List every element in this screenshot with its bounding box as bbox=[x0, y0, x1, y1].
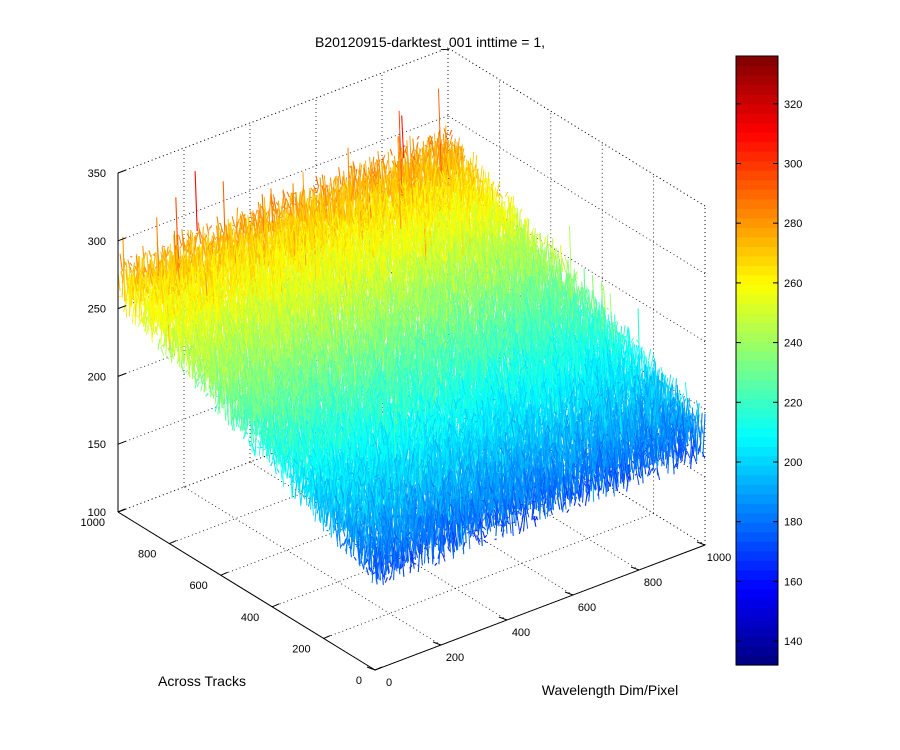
surface-segment bbox=[375, 180, 379, 192]
surface-segment bbox=[157, 338, 161, 350]
surface-segment bbox=[317, 200, 321, 205]
surface-segment bbox=[157, 261, 161, 266]
surface-segment bbox=[315, 175, 319, 186]
surface bbox=[117, 88, 706, 585]
surface-segment bbox=[271, 216, 276, 230]
surface-segment bbox=[163, 247, 167, 279]
surface-segment bbox=[119, 253, 123, 271]
surface-segment bbox=[389, 148, 393, 156]
surface-segment bbox=[228, 223, 232, 257]
surface-segment bbox=[363, 167, 367, 177]
surface-segment bbox=[286, 191, 290, 198]
surface-segment bbox=[401, 115, 405, 159]
floor-grid-y-400 bbox=[272, 481, 603, 608]
surface-segment bbox=[427, 151, 431, 158]
surface-segment bbox=[210, 250, 214, 254]
surface-segment bbox=[183, 244, 187, 252]
surface-segment bbox=[129, 262, 133, 267]
surface-segment bbox=[185, 370, 189, 373]
surface-segment bbox=[338, 167, 342, 185]
surface-segment bbox=[519, 208, 523, 213]
wall-grid-back-z-300 bbox=[117, 115, 449, 242]
surface-segment bbox=[242, 221, 246, 235]
surface-segment bbox=[282, 191, 286, 214]
surface-segment bbox=[195, 231, 199, 240]
surface-segment bbox=[416, 135, 420, 140]
surface-segment bbox=[241, 214, 245, 243]
surface-segment bbox=[196, 381, 200, 387]
surface-segment bbox=[294, 203, 297, 206]
surface-segment bbox=[372, 175, 376, 186]
surface-segment bbox=[218, 228, 222, 243]
surface-segment bbox=[261, 194, 265, 238]
surface-segment bbox=[220, 223, 224, 233]
surface-segment bbox=[278, 211, 282, 218]
surface-segment bbox=[218, 222, 222, 225]
surface-segment bbox=[239, 221, 243, 230]
surface-segment bbox=[300, 201, 304, 208]
floor-grid-y-200 bbox=[323, 513, 654, 639]
surface-segment bbox=[229, 229, 234, 267]
surface-segment bbox=[195, 232, 199, 235]
surface-segment bbox=[128, 273, 133, 317]
surface-segment bbox=[196, 246, 201, 270]
surface-segment bbox=[390, 167, 394, 187]
surface-segment bbox=[161, 344, 164, 347]
surface-segment bbox=[255, 212, 260, 243]
surface-segment bbox=[185, 248, 189, 253]
surface-segment bbox=[182, 236, 186, 248]
surface-segment bbox=[130, 255, 133, 258]
surface-segment bbox=[445, 132, 449, 135]
surface-segment bbox=[367, 167, 371, 178]
surface-segment bbox=[231, 216, 235, 226]
surface-segment bbox=[166, 249, 171, 256]
surface-segment bbox=[194, 171, 198, 232]
surface-segment bbox=[393, 155, 397, 179]
surface-segment bbox=[284, 198, 288, 207]
surface-segment bbox=[275, 202, 279, 206]
surface-segment bbox=[198, 232, 202, 245]
surface-segment bbox=[148, 250, 152, 258]
surface-segment bbox=[316, 184, 320, 194]
surface-segment bbox=[165, 246, 169, 258]
surface-segment bbox=[218, 235, 222, 265]
box-top-back bbox=[117, 47, 449, 174]
surface-segment bbox=[260, 218, 264, 239]
surface-segment bbox=[449, 129, 453, 136]
surface-segment bbox=[412, 155, 416, 161]
surface-segment bbox=[166, 355, 170, 360]
